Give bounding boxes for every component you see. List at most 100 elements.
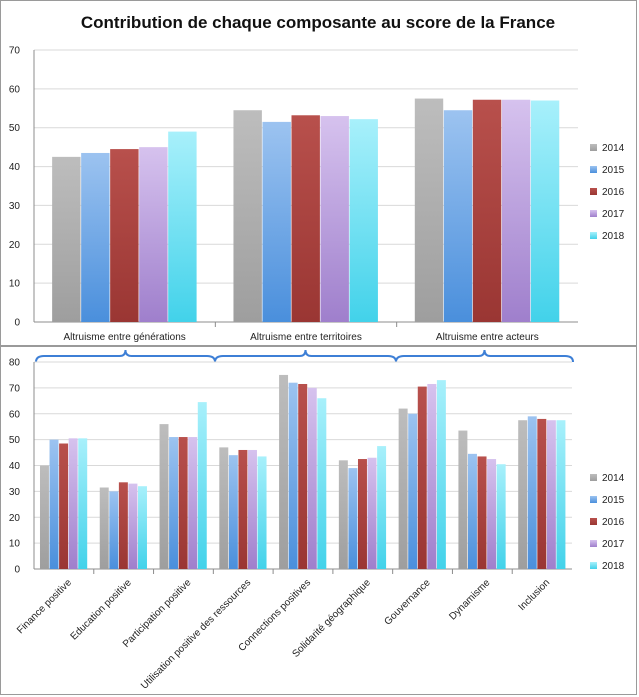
bottom-bar-2017	[128, 483, 138, 569]
top-legend-label: 2014	[602, 143, 625, 154]
category-braces	[35, 349, 574, 363]
top-bar-2015	[443, 110, 473, 322]
bottom-category-label: Utilisation positive des ressources	[139, 577, 253, 691]
top-bar-2015	[262, 121, 291, 322]
bottom-legend-swatch-2017	[590, 540, 597, 547]
bottom-category-label: Finance positive	[15, 577, 74, 636]
bottom-y-tick-label: 20	[9, 513, 21, 524]
bottom-bar-2017	[367, 457, 377, 569]
top-bar-2016	[291, 115, 320, 322]
bottom-bar-2018	[556, 420, 566, 569]
bottom-legend-swatch-2016	[590, 518, 597, 525]
top-y-tick-label: 40	[9, 162, 21, 173]
top-legend-label: 2017	[602, 209, 625, 220]
bottom-y-tick-label: 50	[9, 435, 21, 446]
bottom-bar-2018	[436, 380, 446, 569]
top-legend-swatch-2016	[590, 188, 597, 195]
top-bar-2015	[81, 152, 110, 322]
bottom-bar-2018	[317, 398, 327, 569]
bottom-y-tick-label: 70	[9, 383, 21, 394]
bottom-bar-2014	[458, 430, 468, 569]
top-bar-2014	[414, 98, 444, 322]
bottom-bar-2014	[518, 420, 528, 569]
bottom-legend-label: 2015	[602, 495, 625, 506]
category-brace	[214, 349, 397, 363]
top-chart: 0 10 20 30 40 50 60 70 Altruisme entre génératio…	[9, 46, 625, 344]
top-y-tick-label: 10	[9, 279, 21, 290]
bottom-category-label: Gouvernance	[382, 577, 433, 628]
bottom-bar-2015	[348, 468, 358, 569]
top-legend-label: 2018	[602, 231, 625, 242]
bottom-bar-2014	[39, 465, 49, 569]
top-bar-2017	[320, 116, 349, 322]
top-bar-2016	[472, 99, 502, 322]
bottom-bar-2015	[49, 439, 59, 569]
top-y-tick-label: 60	[9, 84, 21, 95]
bottom-category-label: Dynamisme	[447, 577, 492, 622]
top-y-tick-label: 50	[9, 123, 21, 134]
bottom-bar-2016	[357, 459, 367, 569]
bottom-bar-2016	[238, 449, 248, 569]
top-bar-2018	[168, 131, 197, 322]
top-bar-2014	[233, 110, 262, 322]
top-bar-2014	[52, 156, 81, 322]
top-y-tick-label: 0	[14, 318, 20, 329]
category-brace	[35, 349, 216, 363]
top-y-tick-label: 20	[9, 240, 21, 251]
bottom-bar-2017	[427, 383, 437, 569]
category-brace	[395, 349, 574, 363]
bottom-bar-2014	[279, 374, 289, 569]
top-legend-label: 2016	[602, 187, 625, 198]
bottom-bar-2017	[188, 437, 198, 569]
bottom-legend-swatch-2015	[590, 496, 597, 503]
top-legend-swatch-2018	[590, 232, 597, 239]
bottom-bar-2018	[138, 486, 147, 569]
bottom-bar-2017	[307, 387, 317, 569]
bottom-bar-2015	[527, 416, 537, 569]
top-y-tick-label: 70	[9, 46, 21, 57]
top-legend-swatch-2014	[590, 144, 597, 151]
bottom-bar-2016	[477, 456, 487, 569]
top-category-label: Altruisme entre acteurs	[436, 332, 539, 343]
bottom-y-tick-label: 60	[9, 409, 21, 420]
bottom-legend-label: 2017	[602, 539, 625, 550]
bottom-bar-2015	[288, 382, 298, 569]
bottom-bar-2014	[159, 424, 169, 569]
top-legend-swatch-2015	[590, 166, 597, 173]
top-category-label: Altruisme entre territoires	[250, 332, 362, 343]
bottom-bar-2018	[78, 438, 88, 569]
bottom-bar-2015	[109, 491, 119, 569]
bottom-category-label: Education positive	[69, 577, 134, 642]
bottom-category-label: Inclusion	[517, 577, 553, 613]
top-legend-swatch-2017	[590, 210, 597, 217]
top-bar-2018	[349, 119, 378, 322]
bottom-y-tick-label: 0	[14, 565, 20, 576]
bottom-legend-label: 2018	[602, 561, 625, 572]
top-bar-2017	[139, 147, 168, 322]
top-bar-2018	[530, 100, 560, 322]
bottom-bar-2017	[487, 459, 497, 569]
bottom-bar-2014	[338, 460, 348, 569]
bottom-bar-2016	[537, 418, 547, 569]
bottom-legend-label: 2016	[602, 517, 625, 528]
bottom-bar-2014	[398, 408, 408, 569]
bottom-bar-2015	[169, 437, 179, 569]
bottom-bar-2017	[248, 449, 257, 569]
bottom-bar-2014	[99, 487, 109, 569]
bottom-legend-label: 2014	[602, 473, 625, 484]
bottom-y-tick-label: 10	[9, 539, 21, 550]
top-bar-2017	[501, 99, 531, 322]
top-chart-frame	[0, 0, 637, 346]
bottom-y-tick-label: 40	[9, 461, 21, 472]
bottom-bar-2016	[178, 437, 188, 569]
bottom-bar-2018	[197, 402, 207, 569]
bottom-legend-swatch-2014	[590, 474, 597, 481]
bottom-y-tick-label: 80	[9, 358, 21, 369]
bottom-bar-2015	[467, 453, 477, 569]
bottom-bar-2014	[219, 447, 229, 569]
bottom-bar-2016	[417, 386, 427, 569]
top-category-label: Altruisme entre générations	[64, 332, 186, 343]
top-legend-label: 2015	[602, 165, 625, 176]
